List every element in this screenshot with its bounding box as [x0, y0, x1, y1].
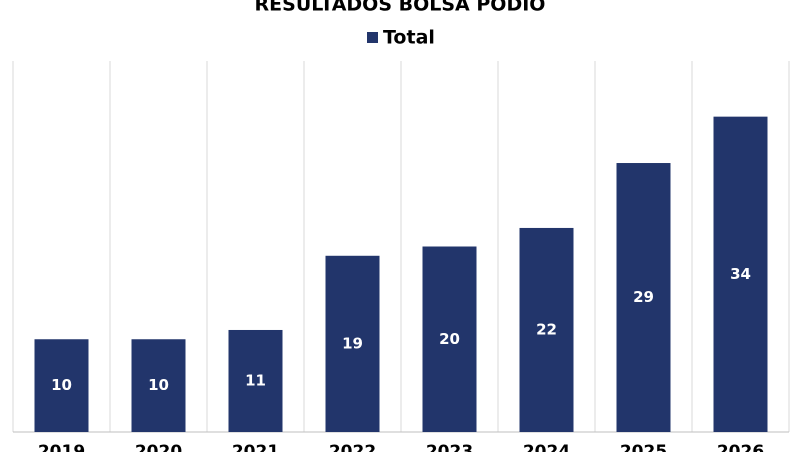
bar — [519, 227, 574, 432]
bar — [616, 163, 671, 432]
x-tick-label: 2020 — [135, 442, 182, 452]
x-tick-label: 2026 — [717, 442, 764, 452]
data-label: 19 — [342, 334, 363, 352]
bar — [325, 255, 380, 432]
bar — [131, 339, 186, 432]
data-label: 10 — [148, 376, 169, 394]
legend-swatch — [367, 32, 378, 43]
legend-label: Total — [383, 27, 435, 49]
chart-title: RESULTADOS BOLSA PODIO — [255, 0, 546, 16]
x-tick-label: 2021 — [232, 442, 279, 452]
data-label: 10 — [51, 376, 72, 394]
data-label: 11 — [245, 371, 266, 389]
data-label: 29 — [633, 288, 654, 306]
bar — [422, 246, 477, 432]
x-tick-label: 2024 — [523, 442, 570, 452]
bar — [713, 116, 768, 433]
x-tick-label: 2019 — [38, 442, 85, 452]
x-tick-label: 2022 — [329, 442, 376, 452]
bar — [228, 329, 283, 432]
data-label: 20 — [439, 330, 460, 348]
data-label: 34 — [730, 265, 751, 283]
data-label: 22 — [536, 320, 557, 338]
bar — [34, 339, 89, 432]
x-tick-label: 2025 — [620, 442, 667, 452]
x-tick-label: 2023 — [426, 442, 473, 452]
